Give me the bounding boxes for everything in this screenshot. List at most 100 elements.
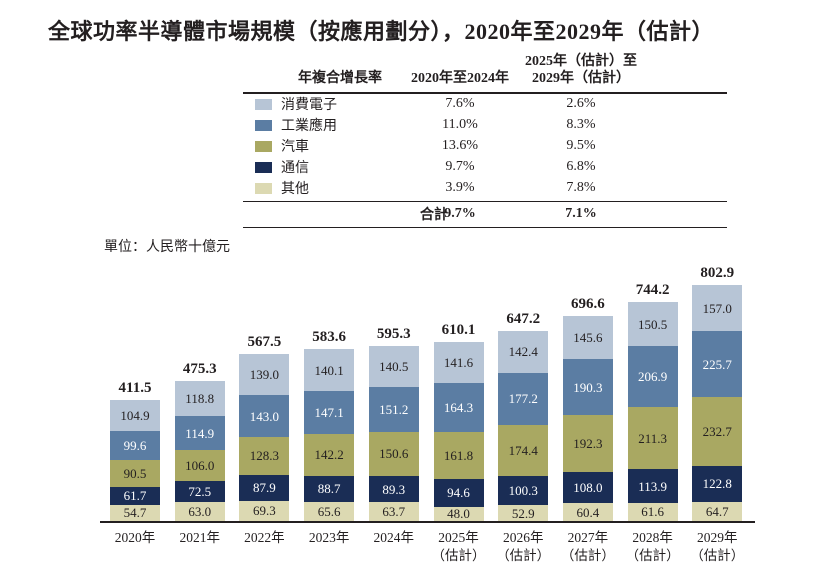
- bar-total-label: 696.6: [571, 296, 605, 313]
- segment-automotive: 174.4: [498, 424, 549, 476]
- segment-consumer-electronics: 118.8: [174, 381, 225, 417]
- bar-total-label: 595.3: [376, 326, 411, 343]
- segment-automotive: 211.3: [627, 407, 678, 470]
- x-axis-label-2027年: 2027年 （估計）: [555, 529, 621, 565]
- segment-consumer-electronics: 142.4: [498, 330, 549, 373]
- legend-swatch-automotive: [255, 140, 272, 152]
- x-axis-year: 2022年: [244, 530, 285, 545]
- segment-automotive: 150.6: [368, 431, 419, 477]
- segment-others: 64.7: [692, 501, 743, 521]
- x-axis-year: 2023年: [308, 530, 350, 545]
- cagr-2025-2029-others: 7.8%: [566, 180, 596, 196]
- col-header-2020-2024: 2020年至2024年: [411, 70, 509, 86]
- page-title: 全球功率半導體市場規模（按應用劃分），2020年至2029年（估計）: [48, 19, 715, 44]
- segment-consumer-electronics: 141.6: [433, 341, 484, 384]
- bar-2026年: 647.2 142.4 177.2 174.4 100.3 52.9: [498, 311, 549, 521]
- segment-communications: 100.3: [498, 475, 549, 506]
- segment-others: 61.6: [627, 502, 678, 521]
- bar-total-label: 610.1: [441, 321, 476, 338]
- bar-2024年: 595.3 140.5 151.2 150.6 89.3 63.7: [368, 326, 419, 521]
- segment-industrial: 151.2: [368, 387, 419, 432]
- segment-others: 48.0: [433, 506, 484, 521]
- cagr-2025-2029-industrial: 8.3%: [566, 117, 596, 133]
- bar-2029年: 802.9 157.0 225.7 232.7 122.8 64.7: [692, 265, 743, 521]
- bar-total-label: 583.6: [312, 329, 346, 346]
- segment-consumer-electronics: 145.6: [562, 316, 613, 360]
- segment-communications: 94.6: [433, 479, 484, 507]
- bar-2028年: 744.2 150.5 206.9 211.3 113.9 61.6: [627, 282, 678, 521]
- cagr-2020-2024-automotive: 13.6%: [441, 138, 479, 154]
- legend-label-automotive: 汽車: [281, 140, 309, 156]
- segment-communications: 108.0: [562, 471, 613, 504]
- cagr-table-rows: 消費電子 7.6% 2.6% 工業應用 11.0% 8.3% 汽車 13.6% 9.5% 通信 9.…: [243, 94, 727, 199]
- segment-automotive: 142.2: [304, 433, 355, 476]
- segment-automotive: 128.3: [239, 437, 290, 475]
- bar-total-label: 475.3: [182, 361, 217, 378]
- x-axis-label-2025年: 2025年 （估計）: [426, 529, 492, 565]
- cagr-row-others: 其他 3.9% 7.8%: [243, 178, 727, 199]
- total-cagr-2025-2029: 7.1%: [565, 206, 597, 222]
- bar-total-label: 411.5: [118, 380, 152, 397]
- segment-others: 69.3: [239, 500, 290, 521]
- segment-others: 63.0: [174, 502, 225, 521]
- segment-industrial: 114.9: [174, 416, 225, 451]
- x-axis-year: 2020年: [114, 530, 156, 545]
- x-axis-label-2029年: 2029年 （估計）: [684, 529, 750, 565]
- segment-industrial: 190.3: [562, 359, 613, 415]
- cagr-row-automotive: 汽車 13.6% 9.5%: [243, 136, 727, 157]
- cagr-2025-2029-consumer-electronics: 2.6%: [566, 96, 596, 112]
- segment-industrial: 143.0: [239, 395, 290, 438]
- segment-communications: 113.9: [627, 469, 678, 503]
- segment-consumer-electronics: 104.9: [110, 400, 160, 431]
- cagr-row-industrial: 工業應用 11.0% 8.3%: [243, 115, 727, 136]
- stacked-bar-chart: 411.5 104.9 99.6 90.5 61.7 54.7 2020年 475.3 118.…: [100, 258, 790, 564]
- segment-others: 54.7: [110, 504, 160, 521]
- x-axis-year: 2025年: [438, 530, 479, 545]
- legend-swatch-communications: [255, 161, 272, 173]
- x-axis-estimate-note: （估計）: [496, 548, 551, 564]
- x-axis-year: 2028年: [632, 530, 673, 545]
- x-axis-label-2023年: 2023年: [296, 529, 362, 547]
- cagr-table-header: 年複合增長率 2020年至2024年 2025年（估計）至 2029年（估計）: [243, 54, 727, 94]
- segment-automotive: 161.8: [433, 431, 484, 480]
- cagr-table: 年複合增長率 2020年至2024年 2025年（估計）至 2029年（估計） …: [243, 54, 727, 228]
- legend-label-industrial: 工業應用: [281, 119, 337, 135]
- cagr-total-row: 合計 9.7% 7.1%: [243, 200, 727, 228]
- segment-industrial: 225.7: [692, 331, 743, 398]
- col-header-2025-2029-line2: 2029年（估計）: [532, 70, 630, 86]
- unit-label: 單位：人民幣十億元: [104, 240, 230, 255]
- col-header-cagr: 年複合增長率: [298, 70, 382, 86]
- x-axis-line: [100, 521, 755, 523]
- bar-2025年: 610.1 141.6 164.3 161.8 94.6 48.0: [433, 322, 484, 521]
- x-axis-label-2021年: 2021年: [167, 529, 233, 547]
- bar-total-label: 647.2: [506, 310, 541, 327]
- x-axis-label-2022年: 2022年: [231, 529, 297, 547]
- x-axis-estimate-note: （估計）: [560, 548, 615, 564]
- segment-industrial: 177.2: [498, 372, 549, 425]
- segment-consumer-electronics: 150.5: [627, 302, 678, 347]
- cagr-2020-2024-industrial: 11.0%: [442, 117, 478, 133]
- bar-2021年: 475.3 118.8 114.9 106.0 72.5 63.0: [174, 361, 225, 521]
- legend-cell-industrial: 工業應用: [243, 115, 395, 135]
- segment-consumer-electronics: 157.0: [692, 284, 743, 332]
- segment-others: 65.6: [304, 501, 355, 521]
- x-axis-year: 2024年: [373, 530, 415, 545]
- x-axis-estimate-note: （估計）: [431, 548, 486, 564]
- cagr-2020-2024-others: 3.9%: [445, 180, 475, 196]
- segment-communications: 89.3: [368, 476, 419, 503]
- legend-swatch-consumer-electronics: [255, 98, 272, 110]
- bar-total-label: 802.9: [700, 264, 735, 281]
- bar-total-label: 744.2: [635, 282, 670, 299]
- cagr-2025-2029-communications: 6.8%: [566, 159, 596, 175]
- cagr-2025-2029-automotive: 9.5%: [566, 138, 596, 154]
- segment-automotive: 192.3: [562, 414, 613, 472]
- total-row-label: 合計: [420, 208, 448, 224]
- legend-swatch-others: [255, 182, 272, 194]
- bar-2027年: 696.6 145.6 190.3 192.3 108.0 60.4: [562, 296, 613, 521]
- bar-total-label: 567.5: [247, 334, 282, 351]
- col-header-2025-2029-line1: 2025年（估計）至: [525, 54, 637, 69]
- segment-communications: 61.7: [110, 486, 160, 505]
- cagr-row-communications: 通信 9.7% 6.8%: [243, 157, 727, 178]
- segment-automotive: 232.7: [692, 397, 743, 466]
